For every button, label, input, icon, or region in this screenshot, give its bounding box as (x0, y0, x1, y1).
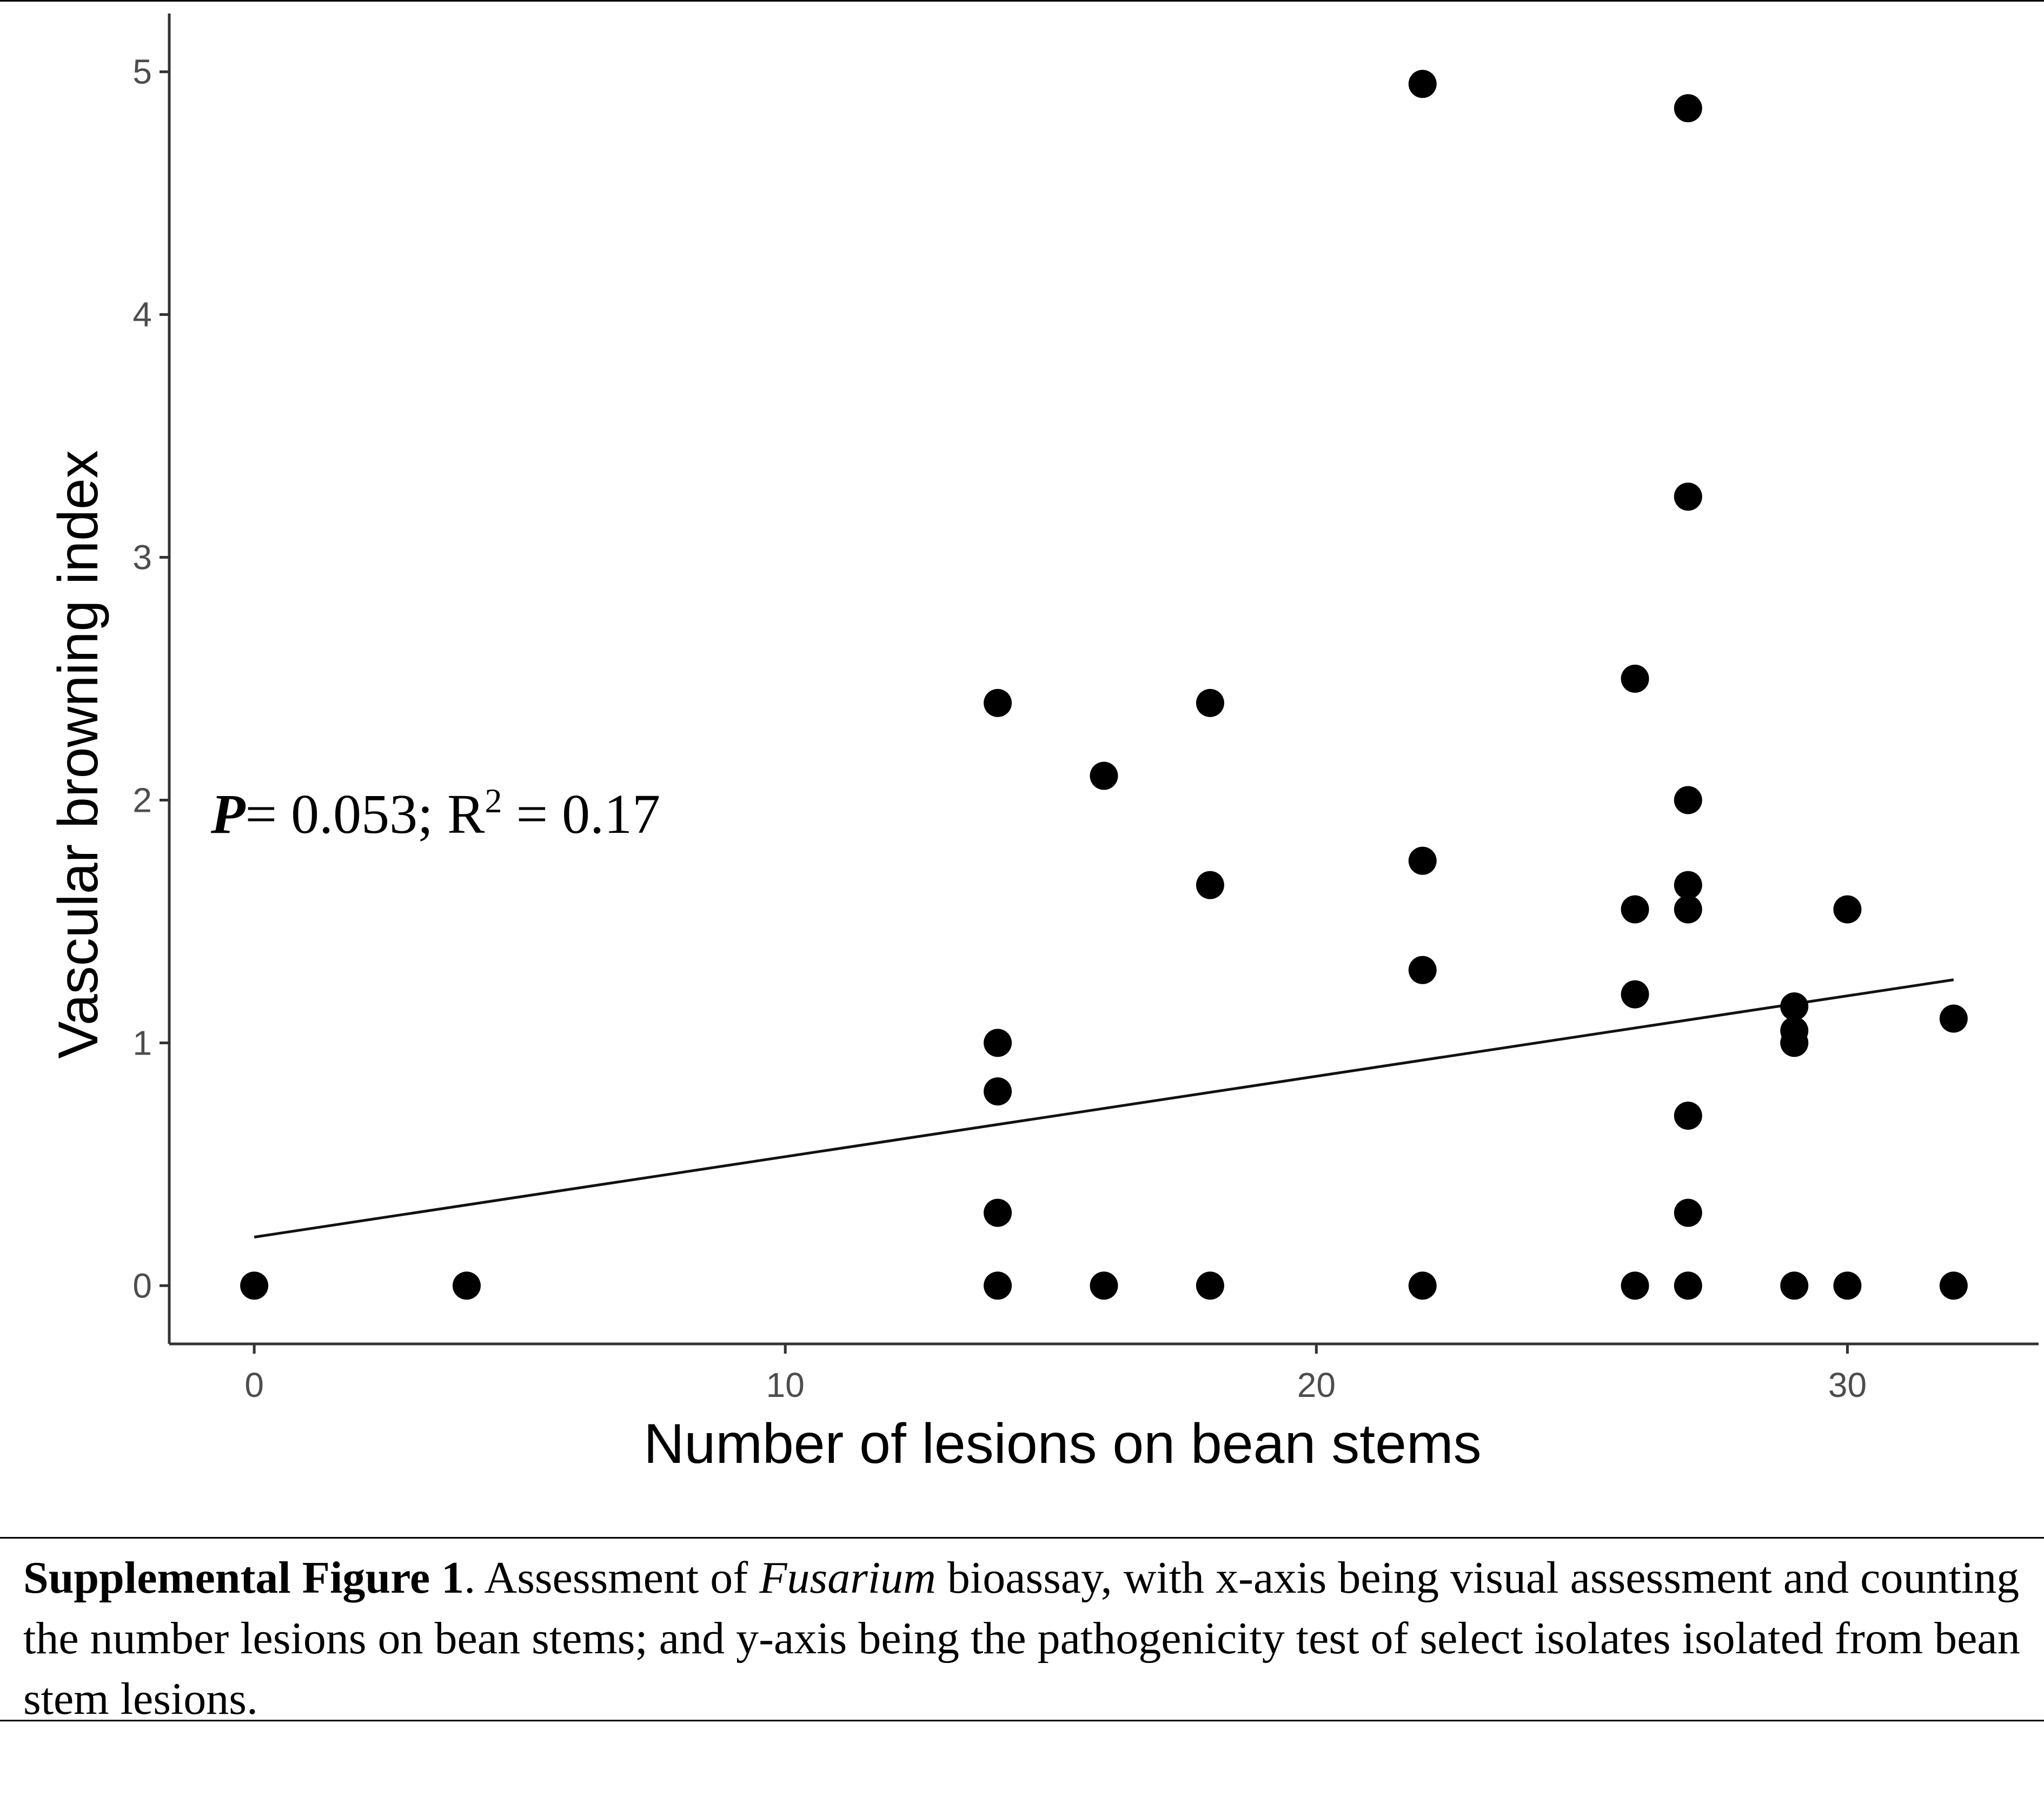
scatter-chart: 0 1 2 3 4 5 0 10 20 30 Vascular browning index N… (47, 14, 2039, 1475)
data-point (1621, 980, 1649, 1009)
x-tick-label: 0 (244, 1366, 264, 1404)
data-point (1408, 1271, 1437, 1300)
top-border-rule (0, 0, 2044, 2)
data-point (1196, 1271, 1224, 1300)
caption-text-after: bioassay, with x-axis being visual asses… (23, 1553, 2032, 1724)
data-point (1196, 688, 1224, 717)
data-point (1780, 992, 1809, 1021)
y-tick-label: 4 (132, 295, 152, 334)
data-point (1674, 895, 1702, 924)
x-tick-label: 20 (1297, 1366, 1336, 1404)
regression-line (254, 978, 1954, 1238)
data-point (452, 1271, 481, 1300)
caption-top-rule (0, 1537, 2044, 1539)
data-point (1674, 871, 1702, 899)
scatter-points (240, 70, 1968, 1300)
data-point (240, 1271, 269, 1300)
data-point (984, 688, 1012, 717)
data-point (1090, 1271, 1118, 1300)
data-point (1621, 895, 1649, 924)
data-point (1196, 871, 1224, 899)
data-point (984, 1077, 1012, 1106)
data-point (1674, 1271, 1702, 1300)
data-point (1621, 1271, 1649, 1300)
data-point (1674, 786, 1702, 814)
x-axis-label: Number of lesions on bean stems (643, 1413, 1481, 1475)
data-point (1408, 70, 1437, 98)
p-value-text: = 0.053; R (245, 783, 486, 845)
data-point (984, 1271, 1012, 1300)
caption-bottom-rule (0, 1720, 2044, 1721)
r2-superscript: 2 (485, 781, 502, 820)
y-tick-label: 3 (132, 538, 152, 577)
y-tick-label: 0 (132, 1266, 152, 1305)
data-point (984, 1198, 1012, 1227)
data-point (984, 1029, 1012, 1057)
x-axis-ticks: 0 10 20 30 (244, 1344, 1867, 1404)
data-point (1674, 482, 1702, 511)
data-point (1674, 1102, 1702, 1130)
data-point (1090, 761, 1118, 790)
data-point (1621, 665, 1649, 693)
y-tick-label: 2 (132, 780, 152, 819)
x-tick-label: 10 (766, 1366, 805, 1404)
caption-text-before: . Assessment of (464, 1553, 760, 1603)
caption-label: Supplemental Figure 1 (23, 1553, 464, 1603)
chart-axes (168, 14, 2039, 1346)
figure-caption: Supplemental Figure 1. Assessment of Fus… (23, 1548, 2024, 1730)
data-point (1939, 1271, 1968, 1300)
data-point (1408, 956, 1437, 984)
data-point (1939, 1004, 1968, 1033)
y-axis-label: Vascular browning index (47, 450, 110, 1058)
y-tick-label: 5 (132, 52, 152, 91)
data-point (1833, 895, 1862, 924)
x-tick-label: 30 (1828, 1366, 1867, 1404)
data-point (1833, 1271, 1862, 1300)
y-axis-ticks: 0 1 2 3 4 5 (132, 52, 169, 1305)
p-value-label: P (210, 783, 246, 845)
y-tick-label: 1 (132, 1023, 152, 1062)
regression-stats-annotation: P= 0.053; R2 = 0.17 (210, 781, 660, 845)
data-point (1408, 846, 1437, 875)
data-point (1674, 1198, 1702, 1227)
data-point (1780, 1271, 1809, 1300)
r2-value-text: = 0.17 (502, 783, 660, 845)
data-point (1780, 1029, 1809, 1057)
caption-italic-term: Fusarium (759, 1553, 936, 1603)
data-point (1674, 94, 1702, 123)
